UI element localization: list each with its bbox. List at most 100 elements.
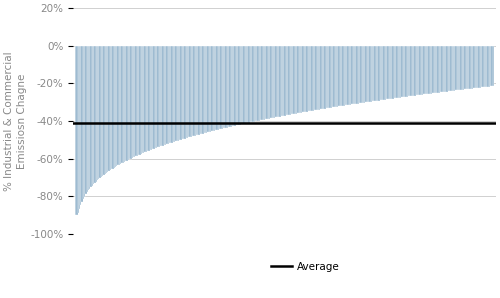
Bar — [280, 46, 282, 116]
Bar — [394, 46, 395, 98]
Bar — [284, 46, 286, 116]
Bar — [477, 46, 478, 88]
Legend: Average: Average — [267, 257, 344, 276]
Bar — [319, 46, 320, 110]
Bar — [156, 46, 158, 148]
Bar — [158, 46, 160, 147]
Bar — [340, 46, 341, 106]
Bar — [122, 46, 124, 162]
Bar — [430, 46, 431, 94]
Bar — [380, 46, 381, 100]
Bar — [378, 46, 380, 100]
Bar — [278, 46, 280, 117]
Bar — [484, 46, 485, 87]
Bar — [441, 46, 442, 92]
Bar — [364, 46, 366, 103]
Bar — [248, 46, 250, 123]
Bar — [90, 46, 92, 187]
Bar — [298, 46, 300, 113]
Bar — [388, 46, 390, 99]
Bar — [372, 46, 373, 101]
Bar — [322, 46, 323, 109]
Bar — [237, 46, 238, 125]
Bar — [391, 46, 392, 99]
Bar — [251, 46, 252, 122]
Bar — [359, 46, 360, 103]
Bar — [183, 46, 184, 139]
Bar — [133, 46, 134, 157]
Bar — [345, 46, 346, 105]
Bar — [102, 46, 104, 176]
Bar — [188, 46, 190, 137]
Bar — [226, 46, 228, 128]
Bar — [104, 46, 106, 174]
Bar — [418, 46, 420, 95]
Bar — [168, 46, 169, 144]
Bar — [202, 46, 203, 134]
Bar — [318, 46, 319, 110]
Bar — [360, 46, 362, 103]
Bar — [258, 46, 259, 121]
Bar — [386, 46, 388, 100]
Bar — [326, 46, 327, 108]
Bar — [111, 46, 112, 169]
Bar — [106, 46, 107, 173]
Bar — [128, 46, 129, 160]
Bar — [490, 46, 492, 86]
Bar — [287, 46, 288, 115]
Bar — [305, 46, 306, 112]
Bar — [129, 46, 130, 159]
Bar — [276, 46, 277, 117]
Bar — [384, 46, 386, 100]
Bar — [98, 46, 100, 179]
Bar — [400, 46, 402, 97]
Bar — [328, 46, 330, 108]
Bar — [164, 46, 165, 145]
Bar — [79, 46, 80, 209]
Bar — [288, 46, 290, 115]
Bar — [184, 46, 186, 139]
Bar — [246, 46, 247, 123]
Bar — [462, 46, 463, 90]
Bar — [187, 46, 188, 138]
Bar — [466, 46, 467, 89]
Bar — [282, 46, 283, 116]
Bar — [236, 46, 237, 125]
Bar — [454, 46, 456, 91]
Bar — [296, 46, 298, 114]
Bar — [354, 46, 355, 104]
Bar — [404, 46, 406, 97]
Bar — [304, 46, 305, 112]
Bar — [399, 46, 400, 98]
Bar — [381, 46, 382, 100]
Bar — [470, 46, 471, 89]
Bar — [80, 46, 82, 205]
Bar — [290, 46, 291, 115]
Bar — [398, 46, 399, 98]
Bar — [229, 46, 230, 127]
Bar — [482, 46, 484, 87]
Bar — [172, 46, 174, 142]
Bar — [320, 46, 322, 109]
Bar — [338, 46, 340, 106]
Bar — [424, 46, 426, 94]
Bar — [130, 46, 132, 159]
Bar — [146, 46, 147, 152]
Bar — [336, 46, 337, 107]
Bar — [180, 46, 182, 140]
Bar — [233, 46, 234, 126]
Bar — [402, 46, 404, 97]
Bar — [486, 46, 488, 87]
Bar — [449, 46, 450, 91]
Bar — [223, 46, 224, 128]
Bar — [314, 46, 316, 110]
Bar — [150, 46, 151, 150]
Bar — [450, 46, 452, 91]
Bar — [485, 46, 486, 87]
Bar — [208, 46, 210, 132]
Bar — [176, 46, 178, 141]
Bar — [427, 46, 428, 94]
Bar — [330, 46, 332, 108]
Bar — [472, 46, 474, 89]
Bar — [377, 46, 378, 101]
